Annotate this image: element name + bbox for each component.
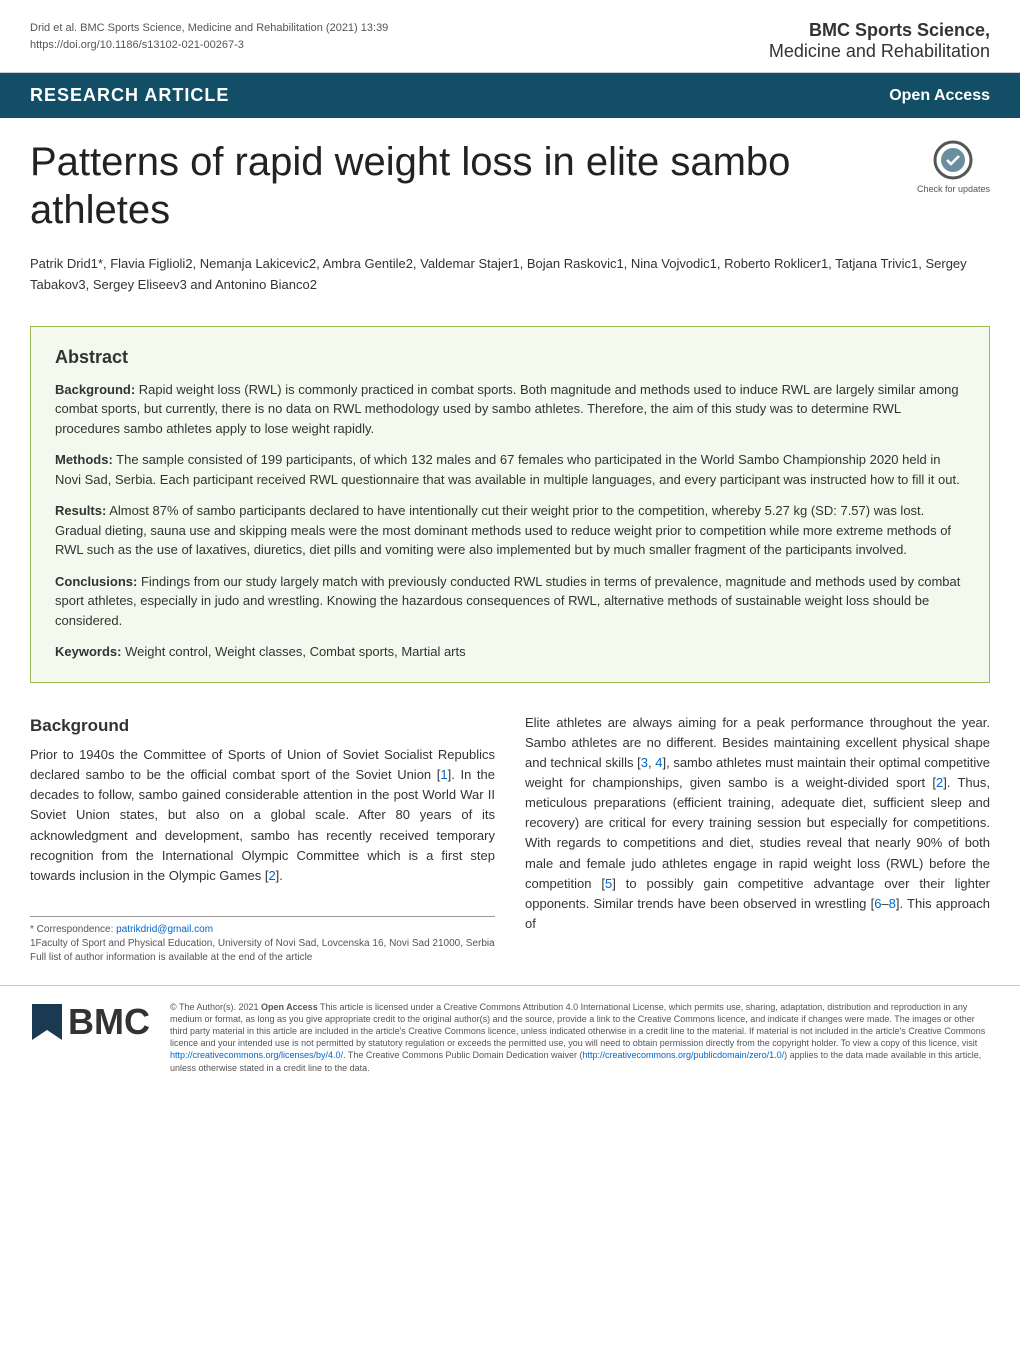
abstract-methods: Methods: The sample consisted of 199 par… — [55, 450, 965, 489]
ref-link[interactable]: 2 — [268, 868, 275, 883]
correspondence-email[interactable]: patrikdrid@gmail.com — [116, 924, 213, 935]
bmc-logo: BMC — [30, 1001, 150, 1043]
article-title: Patterns of rapid weight loss in elite s… — [30, 138, 897, 234]
affiliation-line: 1Faculty of Sport and Physical Education… — [30, 937, 495, 951]
abstract-conclusions-label: Conclusions: — [55, 574, 137, 589]
correspondence-block: * Correspondence: patrikdrid@gmail.com 1… — [30, 916, 495, 965]
abstract-methods-text: The sample consisted of 199 participants… — [55, 452, 960, 487]
citation-line: Drid et al. BMC Sports Science, Medicine… — [30, 20, 388, 37]
check-updates-label: Check for updates — [917, 184, 990, 194]
abstract-background-text: Rapid weight loss (RWL) is commonly prac… — [55, 382, 959, 436]
abstract-background: Background: Rapid weight loss (RWL) is c… — [55, 380, 965, 439]
ref-link[interactable]: 3 — [641, 755, 648, 770]
license-text: © The Author(s). 2021 Open Access This a… — [170, 1001, 990, 1074]
abstract-conclusions-text: Findings from our study largely match wi… — [55, 574, 960, 628]
crossmark-icon — [931, 138, 975, 182]
article-type-banner: RESEARCH ARTICLE Open Access — [0, 73, 1020, 118]
abstract-conclusions: Conclusions: Findings from our study lar… — [55, 572, 965, 631]
abstract-keywords: Keywords: Weight control, Weight classes… — [55, 642, 965, 662]
open-access-label: Open Access — [889, 87, 990, 105]
page-header: Drid et al. BMC Sports Science, Medicine… — [0, 0, 1020, 73]
abstract-results: Results: Almost 87% of sambo participant… — [55, 501, 965, 560]
abstract-background-label: Background: — [55, 382, 135, 397]
background-heading: Background — [30, 713, 495, 739]
author-info-line: Full list of author information is avail… — [30, 951, 495, 965]
license-url[interactable]: http://creativecommons.org/licenses/by/4… — [170, 1050, 343, 1060]
bmc-flag-icon — [30, 1002, 64, 1042]
title-row: Patterns of rapid weight loss in elite s… — [0, 118, 1020, 244]
bmc-text: BMC — [68, 1001, 150, 1043]
citation-block: Drid et al. BMC Sports Science, Medicine… — [30, 20, 388, 53]
background-paragraph-right: Elite athletes are always aiming for a p… — [525, 713, 990, 935]
abstract-results-text: Almost 87% of sambo participants declare… — [55, 503, 951, 557]
background-paragraph: Prior to 1940s the Committee of Sports o… — [30, 745, 495, 886]
page-footer: BMC © The Author(s). 2021 Open Access Th… — [0, 985, 1020, 1099]
journal-line2: Medicine and Rehabilitation — [769, 41, 990, 62]
body-columns: Background Prior to 1940s the Committee … — [0, 703, 1020, 985]
keywords-label: Keywords: — [55, 644, 121, 659]
journal-name: BMC Sports Science, Medicine and Rehabil… — [769, 20, 990, 62]
ref-link[interactable]: 8 — [889, 896, 896, 911]
waiver-url[interactable]: http://creativecommons.org/publicdomain/… — [583, 1050, 785, 1060]
doi-line: https://doi.org/10.1186/s13102-021-00267… — [30, 37, 388, 54]
column-left: Background Prior to 1940s the Committee … — [30, 713, 495, 965]
column-right: Elite athletes are always aiming for a p… — [525, 713, 990, 965]
article-type: RESEARCH ARTICLE — [30, 85, 229, 106]
abstract-box: Abstract Background: Rapid weight loss (… — [30, 326, 990, 683]
abstract-heading: Abstract — [55, 347, 965, 368]
abstract-methods-label: Methods: — [55, 452, 113, 467]
check-updates-badge[interactable]: Check for updates — [917, 138, 990, 194]
keywords-text: Weight control, Weight classes, Combat s… — [121, 644, 465, 659]
authors-list: Patrik Drid1*, Flavia Figlioli2, Nemanja… — [0, 244, 1020, 306]
journal-line1: BMC Sports Science, — [769, 20, 990, 41]
correspondence-line: * Correspondence: patrikdrid@gmail.com — [30, 923, 495, 937]
open-access-bold: Open Access — [261, 1002, 318, 1012]
ref-link[interactable]: 1 — [440, 767, 447, 782]
abstract-results-label: Results: — [55, 503, 106, 518]
